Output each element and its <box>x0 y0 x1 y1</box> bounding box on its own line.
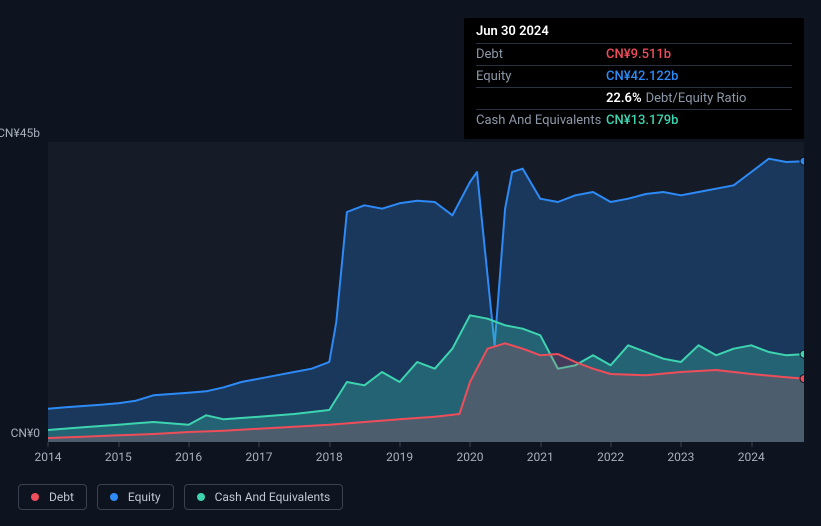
legend-label: Equity <box>128 490 161 504</box>
tooltip-label: Debt <box>476 47 606 62</box>
x-tick: 2022 <box>597 450 624 464</box>
tooltip-label <box>476 91 606 106</box>
x-axis: 2014201520162017201820192020202120222023… <box>48 442 804 472</box>
x-tick: 2023 <box>667 450 694 464</box>
tooltip-date: Jun 30 2024 <box>476 24 792 39</box>
chart-plot[interactable] <box>48 142 804 442</box>
chart-svg <box>48 142 804 442</box>
legend-label: Cash And Equivalents <box>215 490 331 504</box>
x-tick: 2024 <box>738 450 765 464</box>
x-tick: 2018 <box>316 450 343 464</box>
chart-tooltip: Jun 30 2024 Debt CN¥9.511b Equity CN¥42.… <box>464 18 804 139</box>
y-axis-max-label: CN¥45b <box>0 126 40 140</box>
x-tick: 2019 <box>386 450 413 464</box>
tooltip-ratio: 22.6%Debt/Equity Ratio <box>606 91 746 106</box>
x-tick: 2016 <box>175 450 202 464</box>
chart-area: CN¥45b CN¥0 2014201520162017201820192020… <box>18 142 804 442</box>
x-tick: 2014 <box>35 450 62 464</box>
tooltip-value: CN¥42.122b <box>606 69 678 84</box>
legend-item-equity[interactable]: Equity <box>97 484 174 510</box>
legend-item-debt[interactable]: Debt <box>18 484 87 510</box>
tooltip-label: Equity <box>476 69 606 84</box>
tooltip-row-cash: Cash And Equivalents CN¥13.179b <box>476 109 792 131</box>
legend-dot-icon <box>110 493 118 501</box>
tooltip-row-debt: Debt CN¥9.511b <box>476 43 792 65</box>
x-tick: 2017 <box>245 450 272 464</box>
legend-dot-icon <box>197 493 205 501</box>
y-axis-min-label: CN¥0 <box>0 426 40 440</box>
tooltip-row-equity: Equity CN¥42.122b <box>476 65 792 87</box>
x-tick: 2015 <box>105 450 132 464</box>
legend-label: Debt <box>49 490 74 504</box>
tooltip-label: Cash And Equivalents <box>476 113 606 128</box>
chart-legend: Debt Equity Cash And Equivalents <box>18 484 343 510</box>
tooltip-row-ratio: 22.6%Debt/Equity Ratio <box>476 87 792 109</box>
x-tick: 2020 <box>456 450 483 464</box>
tooltip-value: CN¥13.179b <box>606 113 678 128</box>
legend-item-cash[interactable]: Cash And Equivalents <box>184 484 344 510</box>
tooltip-value: CN¥9.511b <box>606 47 671 62</box>
legend-dot-icon <box>31 493 39 501</box>
x-tick: 2021 <box>527 450 554 464</box>
